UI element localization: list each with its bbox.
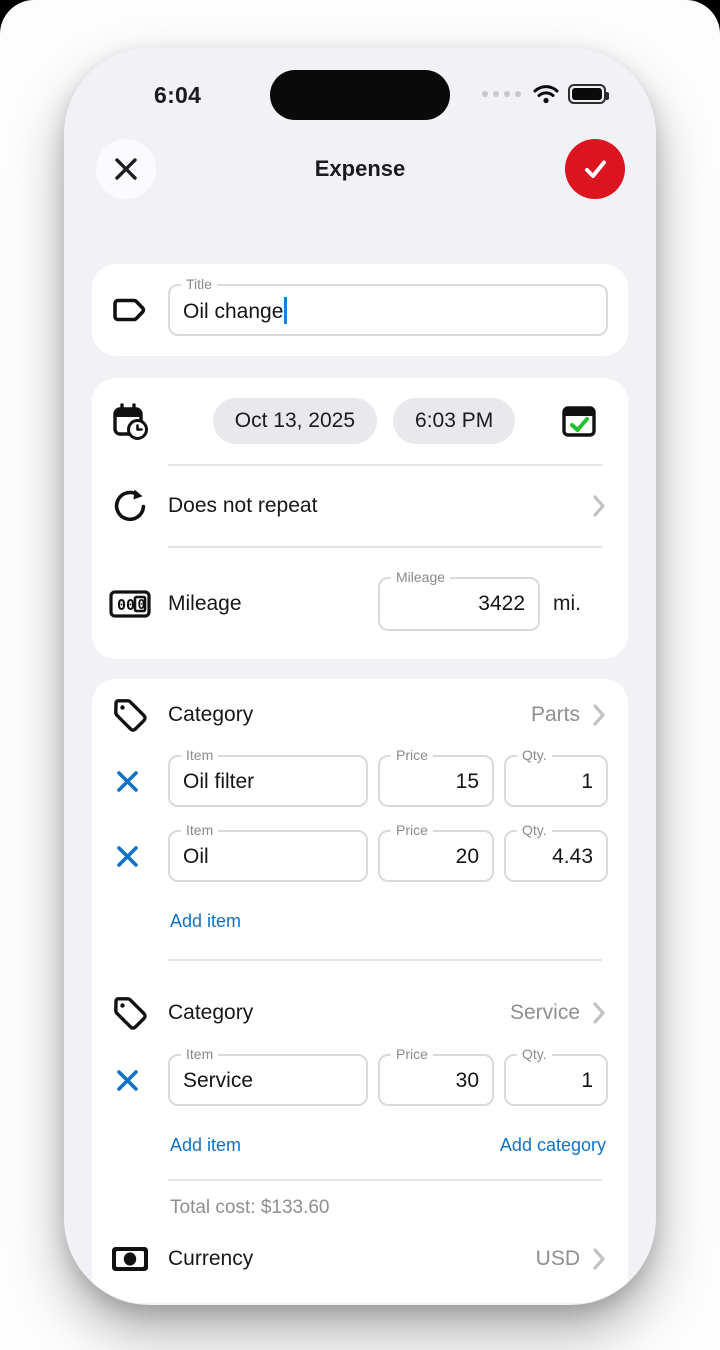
qty-field-label: Qty. — [517, 822, 552, 838]
item-row: Item Oil filter Price 15 Qty. 1 — [92, 747, 628, 807]
battery-icon — [568, 84, 609, 104]
currency-label: Currency — [168, 1247, 254, 1270]
category-value: Parts — [530, 703, 580, 726]
remove-item-button[interactable] — [92, 1068, 168, 1093]
title-input-label: Title — [181, 276, 217, 292]
schedule-card: Oct 13, 2025 6:03 PM — [92, 378, 628, 659]
page-title: Expense — [314, 156, 406, 181]
item-qty-input[interactable]: Qty. 1 — [504, 1046, 608, 1106]
tag-icon — [92, 696, 168, 734]
chevron-right-icon — [592, 703, 606, 727]
price-field-label: Price — [391, 822, 433, 838]
category-label: Category — [168, 1001, 254, 1024]
item-field-label: Item — [181, 1046, 219, 1062]
divider — [168, 1179, 602, 1181]
time-button[interactable]: 6:03 PM — [393, 398, 516, 444]
item-qty-value: 4.43 — [552, 844, 593, 868]
banknote-icon — [92, 1245, 168, 1273]
repeat-row[interactable]: Does not repeat — [92, 466, 628, 546]
divider — [168, 546, 602, 548]
text-cursor — [284, 296, 288, 324]
mileage-row-label: Mileage — [168, 591, 242, 615]
chevron-right-icon — [592, 1001, 606, 1025]
repeat-icon — [92, 486, 168, 526]
title-card: Title Oil change — [92, 264, 628, 356]
item-name-value: Service — [183, 1068, 254, 1092]
close-button[interactable] — [96, 139, 156, 199]
currency-value: USD — [535, 1247, 580, 1270]
total-cost: Total cost: $133.60 — [170, 1197, 330, 1218]
category-label: Category — [168, 703, 254, 726]
item-qty-value: 1 — [581, 769, 593, 793]
item-name-input[interactable]: Item Service — [168, 1046, 368, 1106]
chevron-right-icon — [592, 494, 606, 518]
title-input-value: Oil change — [183, 299, 284, 323]
phone-screen: 6:04 — [64, 48, 656, 1305]
header: Expense — [64, 139, 656, 199]
label-icon — [92, 293, 168, 327]
price-field-label: Price — [391, 747, 433, 763]
category-row-service[interactable]: Category Service — [92, 977, 628, 1033]
item-price-value: 30 — [455, 1068, 479, 1092]
add-category-link[interactable]: Add category — [499, 1135, 606, 1155]
wifi-icon — [533, 84, 559, 104]
item-qty-value: 1 — [581, 1068, 593, 1092]
close-icon — [113, 156, 139, 182]
divider — [168, 464, 602, 466]
mileage-unit: mi. — [553, 591, 581, 615]
category-value: Service — [509, 1001, 580, 1024]
chevron-right-icon — [592, 1247, 606, 1271]
remove-item-button[interactable] — [92, 769, 168, 794]
svg-text:0: 0 — [138, 598, 146, 613]
check-icon — [579, 153, 611, 185]
mileage-input-value: 3422 — [478, 592, 525, 615]
add-item-link[interactable]: Add item — [170, 911, 242, 931]
item-name-input[interactable]: Item Oil — [168, 822, 368, 882]
item-row: Item Service Price 30 Qty. 1 — [92, 1046, 628, 1106]
calendar-clock-icon — [92, 400, 168, 442]
dynamic-island — [270, 70, 450, 120]
item-name-input[interactable]: Item Oil filter — [168, 747, 368, 807]
item-qty-input[interactable]: Qty. 1 — [504, 747, 608, 807]
item-price-input[interactable]: Price 30 — [378, 1046, 494, 1106]
date-button[interactable]: Oct 13, 2025 — [212, 398, 378, 444]
price-field-label: Price — [391, 1046, 433, 1062]
tag-icon — [92, 994, 168, 1032]
qty-field-label: Qty. — [517, 1046, 552, 1062]
item-price-input[interactable]: Price 15 — [378, 747, 494, 807]
add-item-link[interactable]: Add item — [170, 1135, 242, 1155]
remove-item-button[interactable] — [92, 844, 168, 869]
cellular-signal-icon — [482, 91, 521, 97]
date-time-row: Oct 13, 2025 6:03 PM — [92, 378, 628, 464]
item-field-label: Item — [181, 747, 219, 763]
divider — [168, 959, 602, 961]
item-row: Item Oil Price 20 Qty. 4.43 — [92, 822, 628, 882]
save-button[interactable] — [565, 139, 625, 199]
odometer-icon: 00 0 — [92, 588, 168, 620]
status-icons — [482, 84, 609, 104]
status-time: 6:04 — [154, 82, 202, 108]
calendar-confirm-icon[interactable] — [560, 402, 598, 440]
item-qty-input[interactable]: Qty. 4.43 — [504, 822, 608, 882]
item-name-value: Oil filter — [183, 769, 255, 793]
repeat-value: Does not repeat — [168, 494, 318, 517]
costs-card: Category Parts Item Oil filter — [92, 679, 628, 1303]
currency-row[interactable]: Currency USD — [92, 1233, 628, 1285]
svg-text:00: 00 — [117, 596, 135, 614]
item-price-value: 15 — [455, 769, 479, 793]
qty-field-label: Qty. — [517, 747, 552, 763]
mileage-input[interactable]: Mileage 3422 — [378, 568, 540, 631]
item-field-label: Item — [181, 822, 219, 838]
mileage-input-label: Mileage — [391, 568, 451, 585]
category-row-parts[interactable]: Category Parts — [92, 679, 628, 735]
title-input[interactable]: Title Oil change — [168, 276, 608, 336]
item-price-input[interactable]: Price 20 — [378, 822, 494, 882]
item-price-value: 20 — [455, 844, 479, 868]
status-bar: 6:04 — [64, 48, 656, 120]
item-name-value: Oil — [183, 844, 209, 868]
mileage-row: 00 0 Mileage Mileage 3422 mi. — [92, 548, 628, 659]
